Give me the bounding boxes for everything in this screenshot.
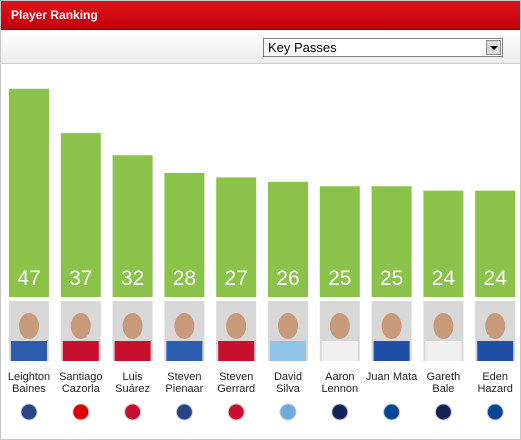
player-name: Steven Pienaar: [165, 371, 204, 395]
photo-face: [174, 313, 195, 339]
value-label: 25: [328, 267, 351, 290]
photo-face: [19, 313, 39, 339]
club-crest: [434, 403, 452, 421]
player-name: Leighton Baines: [7, 371, 51, 395]
club-crest: [486, 403, 504, 421]
player-photo: [9, 301, 49, 361]
value-label: 25: [380, 267, 403, 290]
photo-face: [329, 313, 350, 339]
player-name: Luis Suárez: [115, 371, 151, 395]
photo-shirt: [11, 341, 47, 361]
club-crest: [20, 403, 38, 421]
photo-face: [226, 313, 247, 339]
player-photo: [112, 301, 153, 361]
photo-shirt: [62, 341, 99, 361]
club-crest: [279, 403, 297, 421]
player-photo: [164, 301, 205, 361]
photo-shirt: [425, 341, 462, 361]
photo-face: [485, 313, 506, 339]
player-photo: [268, 301, 308, 361]
header-bar: Player Ranking: [1, 1, 520, 30]
widget-title: Player Ranking: [11, 8, 98, 22]
club-crest: [331, 403, 349, 421]
bar: [9, 88, 49, 297]
club-crest: [227, 403, 245, 421]
bar: [216, 177, 257, 297]
photo-face: [122, 313, 143, 339]
photo-shirt: [270, 341, 306, 361]
photo-face: [433, 313, 454, 339]
photo-shirt: [166, 341, 203, 361]
club-crest: [124, 403, 142, 421]
bar: [371, 186, 412, 297]
value-label: 47: [17, 267, 40, 290]
player-photo: [371, 301, 412, 361]
photo-shirt: [218, 341, 255, 361]
bar: [423, 190, 464, 297]
player-name: Aaron Lennon: [321, 371, 359, 395]
player-name: Gareth Bale: [426, 371, 461, 395]
stat-dropdown[interactable]: Key Passes: [263, 38, 503, 57]
photo-face: [70, 313, 91, 339]
value-label: 26: [276, 267, 299, 290]
photo-face: [381, 313, 402, 339]
photo-shirt: [321, 341, 358, 361]
toolbar: Key Passes: [1, 30, 520, 64]
dropdown-value: Key Passes: [268, 40, 337, 55]
bar: [112, 155, 153, 297]
value-label: 24: [484, 267, 508, 290]
player-name: Eden Hazard: [477, 371, 513, 395]
bar: [319, 186, 360, 297]
player-photo: [423, 301, 464, 361]
club-crest: [72, 403, 90, 421]
value-label: 27: [225, 267, 248, 290]
value-label: 24: [432, 267, 456, 290]
photo-face: [278, 313, 298, 339]
player-name: Santiago Cazorla: [59, 371, 103, 395]
player-name: Steven Gerrard: [217, 371, 256, 395]
photo-shirt: [477, 341, 514, 361]
bar: [475, 190, 516, 297]
bar: [164, 172, 205, 297]
photo-shirt: [373, 341, 410, 361]
value-label: 28: [173, 267, 196, 290]
bar: [268, 181, 308, 297]
club-crest: [175, 403, 193, 421]
player-name: David Silva: [273, 371, 303, 395]
value-label: 32: [121, 267, 144, 290]
bar: [60, 133, 101, 297]
player-photo: [216, 301, 257, 361]
player-photo: [60, 301, 101, 361]
photo-shirt: [114, 341, 151, 361]
player-name: Juan Mata: [365, 371, 418, 383]
player-photo: [319, 301, 360, 361]
club-crest: [383, 403, 401, 421]
player-photo: [475, 301, 516, 361]
dropdown-arrow[interactable]: [486, 40, 501, 55]
value-label: 37: [69, 267, 92, 290]
